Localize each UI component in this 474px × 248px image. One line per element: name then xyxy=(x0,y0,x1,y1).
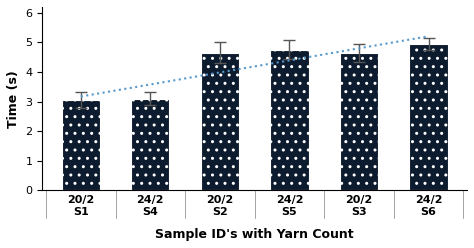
Bar xyxy=(131,99,170,190)
Bar xyxy=(340,53,378,190)
Bar xyxy=(62,100,100,190)
Bar xyxy=(410,44,448,190)
X-axis label: Sample ID's with Yarn Count: Sample ID's with Yarn Count xyxy=(155,228,354,241)
Y-axis label: Time (s): Time (s) xyxy=(7,70,20,127)
Bar xyxy=(270,50,309,190)
Bar xyxy=(201,53,239,190)
